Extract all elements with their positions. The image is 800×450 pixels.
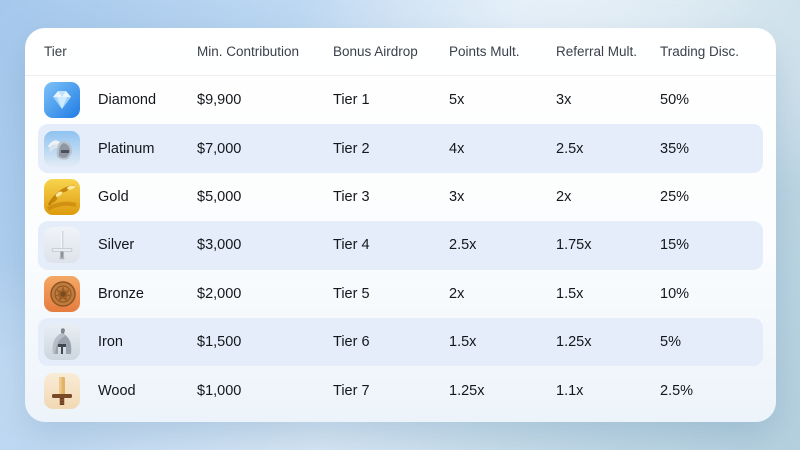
trading-disc-value: 15% <box>660 237 690 254</box>
referral-mult-value: 2.5x <box>556 140 584 157</box>
trading-disc-value: 50% <box>660 92 690 109</box>
referral-mult-value: 1.5x <box>556 285 584 302</box>
bonus-airdrop-value: Tier 1 <box>333 92 370 109</box>
points-mult-value: 1.5x <box>449 334 477 351</box>
tier-name: Platinum <box>98 140 155 157</box>
tier-name: Gold <box>98 188 129 205</box>
table-row-wood: Wood $1,000 Tier 7 1.25x 1.1x 2.5% <box>38 366 763 414</box>
points-mult-value: 4x <box>449 140 465 157</box>
diamond-icon <box>44 82 80 119</box>
trading-disc-value: 35% <box>660 140 690 157</box>
column-header-trading-disc: Trading Disc. <box>660 44 740 59</box>
min-contribution-value: $5,000 <box>197 188 242 205</box>
trading-disc-value: 2.5% <box>660 382 694 399</box>
column-header-tier: Tier <box>44 44 67 59</box>
table-row-silver: Silver $3,000 Tier 4 2.5x 1.75x 15% <box>38 221 763 270</box>
points-mult-value: 3x <box>449 188 465 205</box>
table-row-bronze: Bronze $2,000 Tier 5 2x 1.5x 10% <box>38 270 763 318</box>
referral-mult-value: 1.75x <box>556 237 592 254</box>
trading-disc-value: 5% <box>660 334 681 351</box>
table-row-platinum: Platinum $7,000 Tier 2 4x 2.5x 35% <box>38 124 763 173</box>
tier-name: Diamond <box>98 92 157 109</box>
wooden-sword-icon <box>44 372 80 409</box>
min-contribution-value: $1,500 <box>197 334 242 351</box>
tier-table-card: Tier Min. Contribution Bonus Airdrop Poi… <box>25 28 776 422</box>
column-header-referral-mult: Referral Mult. <box>556 44 638 59</box>
bonus-airdrop-value: Tier 3 <box>333 188 370 205</box>
bonus-airdrop-value: Tier 2 <box>333 140 370 157</box>
min-contribution-value: $1,000 <box>197 382 242 399</box>
bronze-shield-icon <box>44 275 80 312</box>
silver-sword-icon <box>44 227 80 264</box>
bonus-airdrop-value: Tier 4 <box>333 237 370 254</box>
min-contribution-value: $9,900 <box>197 92 242 109</box>
tier-name: Bronze <box>98 285 144 302</box>
points-mult-value: 2x <box>449 285 465 302</box>
referral-mult-value: 1.1x <box>556 382 584 399</box>
referral-mult-value: 3x <box>556 92 572 109</box>
bonus-airdrop-value: Tier 7 <box>333 382 370 399</box>
gold-laurel-icon <box>44 178 80 215</box>
tier-name: Iron <box>98 334 123 351</box>
table-row-gold: Gold $5,000 Tier 3 3x 2x 25% <box>38 173 763 221</box>
bonus-airdrop-value: Tier 5 <box>333 285 370 302</box>
points-mult-value: 1.25x <box>449 382 485 399</box>
bonus-airdrop-value: Tier 6 <box>333 334 370 351</box>
points-mult-value: 5x <box>449 92 465 109</box>
tier-name: Wood <box>98 382 136 399</box>
referral-mult-value: 2x <box>556 188 572 205</box>
table-header-row: Tier Min. Contribution Bonus Airdrop Poi… <box>25 28 776 76</box>
column-header-points-mult: Points Mult. <box>449 44 520 59</box>
trading-disc-value: 25% <box>660 188 690 205</box>
table-row-iron: Iron $1,500 Tier 6 1.5x 1.25x 5% <box>38 317 763 367</box>
column-header-bonus-airdrop: Bonus Airdrop <box>333 44 418 59</box>
table-row-diamond: Diamond $9,900 Tier 1 5x 3x 50% <box>38 76 763 124</box>
min-contribution-value: $3,000 <box>197 237 242 254</box>
winged-helmet-icon <box>44 130 80 167</box>
points-mult-value: 2.5x <box>449 237 477 254</box>
min-contribution-value: $2,000 <box>197 285 242 302</box>
tier-name: Silver <box>98 237 135 254</box>
iron-helmet-icon <box>44 324 80 361</box>
referral-mult-value: 1.25x <box>556 334 592 351</box>
column-header-min-contribution: Min. Contribution <box>197 44 300 59</box>
min-contribution-value: $7,000 <box>197 140 242 157</box>
trading-disc-value: 10% <box>660 285 690 302</box>
